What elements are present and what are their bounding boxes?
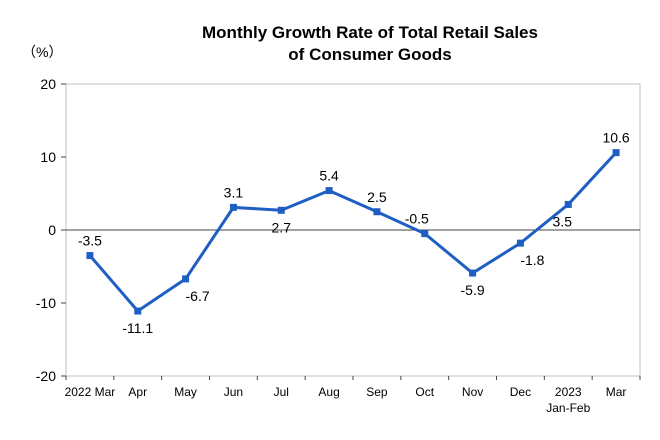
data-label: 3.5 — [553, 213, 573, 229]
chart-title: Monthly Growth Rate of Total Retail Sale… — [0, 22, 660, 66]
data-points — [86, 149, 620, 315]
x-tick-label: Jul — [274, 385, 289, 399]
x-tick-label: Jun — [224, 385, 243, 399]
x-tick-label: 2023 — [555, 385, 582, 399]
data-label: -5.9 — [461, 282, 485, 298]
y-tick-label: -10 — [36, 295, 56, 311]
y-axis-ticks: 20 10 0 -10 -20 — [36, 76, 66, 384]
data-label: -0.5 — [405, 211, 429, 227]
data-point-marker — [325, 187, 333, 195]
y-tick-label: 0 — [48, 222, 56, 238]
data-label: -6.7 — [186, 288, 210, 304]
x-tick-label: Dec — [510, 385, 531, 399]
x-tick-sublabel: Jan-Feb — [546, 401, 590, 415]
data-label: -11.1 — [122, 320, 153, 336]
y-tick-label: 20 — [40, 76, 56, 92]
data-point-marker — [612, 149, 620, 157]
data-point-marker — [182, 275, 190, 283]
data-point-marker — [229, 203, 237, 211]
x-tick-label: Apr — [128, 385, 147, 399]
x-tick-label: 2022 Mar — [65, 385, 116, 399]
data-label: 2.7 — [272, 219, 292, 235]
chart-title-line1: Monthly Growth Rate of Total Retail Sale… — [202, 23, 538, 42]
data-point-marker — [421, 230, 429, 238]
data-point-marker — [516, 239, 524, 247]
data-point-marker — [373, 208, 381, 216]
data-point-marker — [469, 269, 477, 277]
data-label: -1.8 — [520, 252, 544, 268]
data-label: 3.1 — [224, 184, 244, 200]
data-label: 10.6 — [602, 130, 629, 146]
x-tick-label: Nov — [462, 385, 483, 399]
x-tick-label: Aug — [318, 385, 339, 399]
x-tick-label: Sep — [366, 385, 388, 399]
y-tick-label: 10 — [40, 149, 56, 165]
y-axis-unit: （%） — [22, 44, 63, 60]
x-tick-label: Mar — [606, 385, 627, 399]
data-point-marker — [564, 200, 572, 208]
series-line — [88, 151, 618, 313]
data-label: 2.5 — [367, 189, 387, 205]
chart-title-line2: of Consumer Goods — [288, 45, 452, 64]
data-point-marker — [134, 307, 142, 315]
x-tick-label: May — [174, 385, 197, 399]
data-label: -3.5 — [78, 233, 102, 249]
x-tick-label: Oct — [415, 385, 434, 399]
data-point-marker — [277, 206, 285, 214]
y-tick-label: -20 — [36, 368, 56, 384]
data-label: 5.4 — [319, 168, 339, 184]
x-axis-ticks: 2022 Mar Apr May Jun Jul Aug Sep Oct Nov Dec 2023 J… — [65, 376, 641, 415]
data-labels: -3.5 -11.1 -6.7 3.1 2.7 5.4 2.5 -0.5 -5.9 -1.8 3.5… — [78, 130, 630, 336]
data-point-marker — [86, 252, 94, 260]
